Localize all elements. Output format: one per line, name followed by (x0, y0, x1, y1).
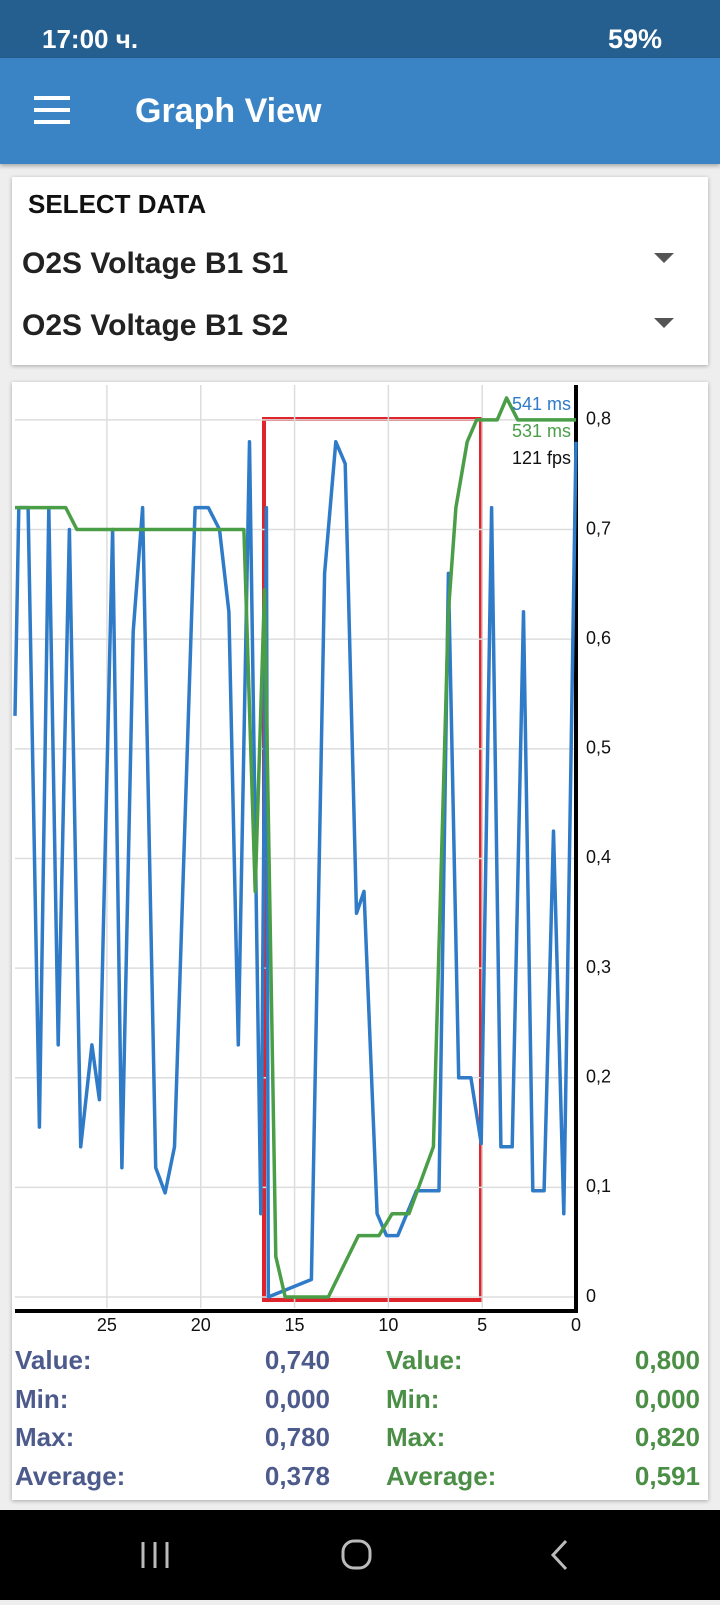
stat-label: Average: (15, 1460, 126, 1491)
overlay-label: 121 fps (512, 448, 571, 468)
battery: 59% (607, 24, 662, 54)
data-line (15, 396, 576, 1299)
stat-label: Average: (386, 1460, 497, 1491)
x-tick-label: 20 (191, 1315, 211, 1335)
nav-bar (0, 1510, 720, 1600)
x-tick-label: 10 (378, 1315, 398, 1335)
stat-label: Max: (15, 1422, 75, 1452)
stat-label: Max: (386, 1422, 446, 1452)
app-title: Graph View (135, 92, 322, 130)
x-tick-label: 25 (97, 1315, 117, 1335)
stat-value: 0,780 (264, 1422, 330, 1452)
stat-value: 0,591 (634, 1460, 700, 1491)
data-line (13, 440, 578, 1299)
overlay-label: 531 ms (512, 421, 571, 441)
menu-button[interactable] (34, 96, 70, 124)
back-button[interactable] (550, 1539, 568, 1571)
y-tick-label: 0 (586, 1286, 596, 1306)
dropdown[interactable]: O2S Voltage B1 S2 (22, 309, 289, 342)
dropdown-arrow[interactable] (654, 253, 674, 263)
stat-label: Min: (386, 1383, 440, 1414)
home-button[interactable] (341, 1539, 372, 1570)
stat-value: 0,800 (634, 1345, 700, 1375)
select-label: SELECT DATA (28, 189, 207, 219)
stat-value: 0,000 (264, 1383, 330, 1414)
x-tick-label: 5 (477, 1315, 487, 1335)
y-tick-label: 0,1 (586, 1176, 611, 1196)
stat-value: 0,820 (634, 1422, 700, 1452)
status-bar: 17:00 ч. 59% (0, 0, 720, 58)
select-card: SELECT DATA O2S Voltage B1 S1 O2S Voltag… (12, 177, 708, 365)
stat-value: 0,000 (634, 1383, 700, 1414)
chart: 0 0,1 0,2 0,3 0,4 0,5 0,6 0,7 0,8 25 20 15 10 5 0 541 m… (13, 385, 611, 1335)
y-tick-label: 0,3 (586, 957, 611, 977)
stat-label: Min: (15, 1383, 69, 1414)
y-tick-label: 0,2 (586, 1067, 611, 1087)
nav-buttons (141, 1539, 568, 1571)
highlight-box (262, 417, 483, 1302)
overlay-label: 541 ms (512, 394, 571, 414)
stat-value: 0,740 (264, 1345, 330, 1375)
y-tick-label: 0,5 (586, 738, 611, 758)
y-tick-label: 0,6 (586, 628, 611, 648)
stat-label: Value: (386, 1345, 463, 1375)
dropdown[interactable]: O2S Voltage B1 S1 (22, 247, 289, 280)
dropdown-arrow[interactable] (654, 318, 674, 328)
x-tick-label: 0 (571, 1315, 581, 1335)
stat-value: 0,378 (264, 1460, 330, 1491)
stat-label: Value: (15, 1345, 92, 1375)
app-bar: Graph View (0, 58, 720, 164)
clock: 17:00 ч. (42, 24, 139, 54)
y-tick-label: 0,8 (586, 409, 611, 429)
y-tick-label: 0,7 (586, 518, 611, 538)
x-tick-label: 15 (285, 1315, 305, 1335)
y-tick-label: 0,4 (586, 847, 611, 867)
